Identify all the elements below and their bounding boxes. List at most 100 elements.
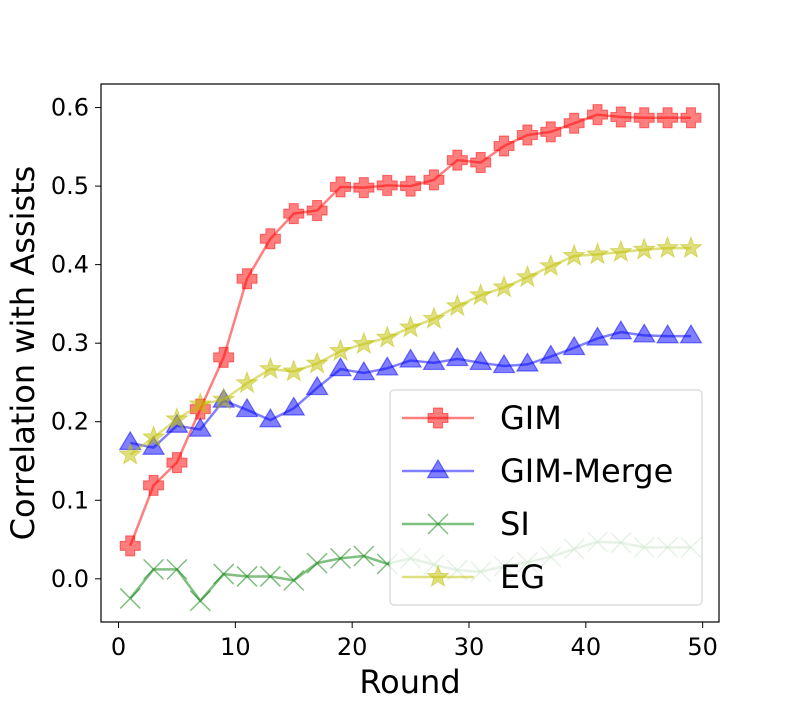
legend-label-gim: GIM	[500, 399, 562, 437]
data-point-gim-merge	[422, 350, 446, 371]
data-point-eg	[398, 314, 423, 338]
data-point-si	[283, 569, 305, 591]
data-point-gim-merge	[656, 323, 680, 344]
data-point-gim-merge	[282, 396, 306, 416]
data-point-gim-merge	[609, 320, 633, 340]
legend-label-si: SI	[500, 505, 530, 543]
data-point-gim-merge	[515, 352, 539, 372]
data-point-eg	[328, 338, 353, 362]
data-point-eg	[538, 253, 563, 277]
data-point-eg	[445, 293, 470, 317]
data-point-gim	[259, 228, 281, 250]
data-point-gim	[236, 268, 258, 290]
legend-marker-gim	[427, 407, 449, 429]
data-point-eg	[141, 424, 166, 448]
data-point-eg	[655, 235, 680, 259]
data-point-gim	[587, 104, 609, 126]
data-point-gim-merge	[469, 350, 493, 371]
data-point-eg	[188, 391, 213, 415]
y-tick-label: 0.2	[51, 408, 89, 436]
data-point-gim	[516, 124, 538, 146]
data-point-eg	[632, 237, 657, 260]
y-tick-label: 0.0	[51, 565, 89, 593]
data-point-gim-merge	[585, 326, 610, 346]
x-tick-label: 10	[220, 633, 251, 661]
data-point-gim-merge	[562, 335, 586, 356]
data-point-gim-merge	[328, 356, 352, 377]
x-tick-label: 30	[454, 633, 485, 661]
series-gim-merge	[118, 320, 703, 455]
data-point-gim	[376, 174, 398, 196]
data-point-gim-merge	[305, 375, 329, 396]
data-point-gim	[540, 121, 562, 143]
data-point-eg	[281, 358, 306, 382]
legend-marker-si	[427, 513, 449, 535]
data-point-gim	[119, 535, 141, 557]
data-point-si	[143, 558, 165, 580]
data-point-eg	[375, 325, 400, 348]
data-point-si	[213, 563, 235, 585]
data-point-gim-merge	[632, 323, 656, 343]
data-point-eg	[679, 235, 703, 259]
data-point-eg	[118, 442, 143, 465]
data-point-eg	[585, 241, 610, 265]
plot-frame	[100, 83, 720, 623]
x-tick-label: 0	[111, 633, 126, 661]
series-eg	[118, 235, 703, 465]
data-point-gim	[633, 107, 655, 129]
data-point-si	[329, 547, 352, 569]
data-point-eg	[609, 239, 633, 263]
data-point-gim	[657, 107, 679, 129]
legend-marker-gim-merge	[426, 458, 450, 479]
data-point-gim	[143, 474, 165, 496]
y-tick-label: 0.6	[51, 94, 89, 122]
data-point-si	[259, 565, 281, 587]
data-point-eg	[211, 387, 236, 410]
data-point-eg	[422, 306, 446, 329]
x-axis-label: Round	[359, 663, 460, 700]
data-point-gim	[353, 177, 375, 199]
data-point-eg	[235, 370, 259, 394]
data-point-eg	[305, 351, 329, 374]
data-point-gim-merge	[235, 397, 259, 418]
data-point-si	[189, 590, 211, 612]
data-point-eg	[351, 331, 376, 355]
data-point-gim-merge	[375, 356, 399, 376]
data-point-gim-merge	[445, 346, 469, 367]
data-point-gim	[423, 169, 445, 191]
data-point-gim	[329, 176, 351, 198]
data-point-eg	[492, 274, 516, 298]
data-point-gim-merge	[679, 323, 703, 344]
legend: GIM GIM-Merge SI EG	[389, 389, 703, 606]
data-point-eg	[165, 406, 189, 430]
data-point-gim	[446, 149, 468, 171]
data-point-gim-merge	[352, 360, 376, 381]
legend-label-eg: EG	[500, 558, 545, 596]
data-point-eg	[258, 356, 283, 380]
data-point-gim	[283, 203, 305, 225]
y-tick-label: 0.3	[51, 329, 89, 357]
legend-marker-eg	[426, 564, 450, 588]
data-point-eg	[468, 282, 493, 306]
legend-entry-gim-merge: GIM-Merge	[402, 452, 673, 490]
data-point-gim	[493, 135, 515, 157]
x-tick-label: 20	[337, 633, 368, 661]
data-point-eg	[562, 243, 587, 267]
data-point-gim-merge	[492, 353, 516, 374]
data-point-gim-merge	[539, 344, 563, 364]
legend-label-gim-merge: GIM-Merge	[500, 452, 673, 490]
data-point-si	[306, 552, 328, 574]
data-point-eg	[515, 264, 540, 288]
data-point-gim-merge	[399, 348, 423, 368]
data-point-gim	[610, 106, 632, 128]
data-point-gim	[166, 452, 188, 474]
data-point-gim-merge	[188, 417, 212, 437]
data-point-gim	[563, 112, 585, 134]
data-point-gim-merge	[258, 407, 282, 428]
x-tick-label: 50	[687, 633, 718, 661]
y-tick-label: 0.5	[51, 172, 89, 200]
y-tick-label: 0.1	[51, 486, 89, 514]
y-axis: 0.0 0.1 0.2 0.3 0.4 0.5 0.6	[51, 94, 101, 593]
